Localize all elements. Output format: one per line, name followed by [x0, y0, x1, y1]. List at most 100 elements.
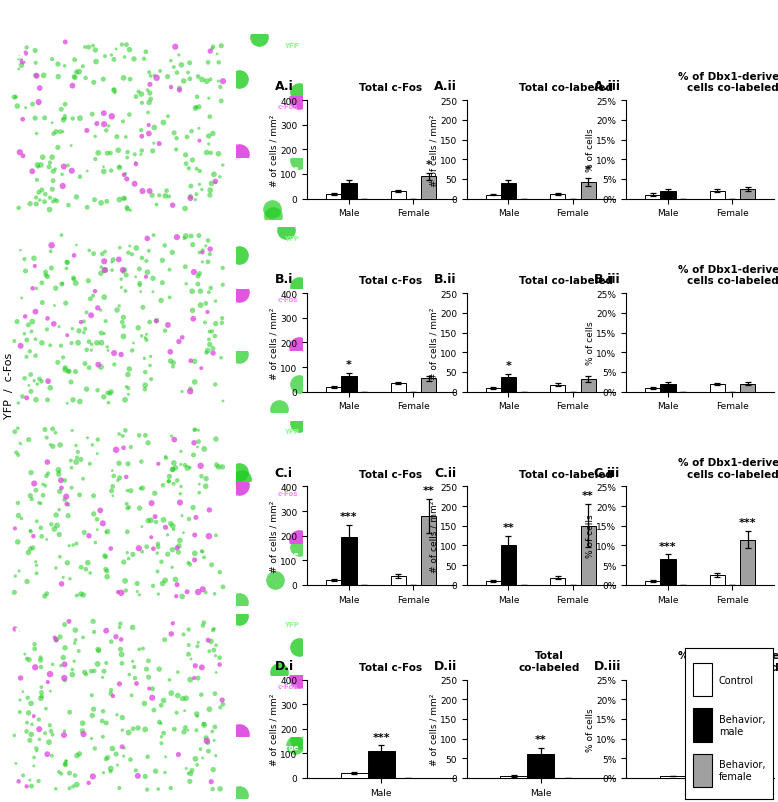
Point: [131, 722, 144, 735]
Point: [50, 783, 62, 796]
Text: B.iii: B.iii: [594, 273, 620, 286]
Point: [137, 302, 149, 314]
Point: [209, 379, 222, 391]
Point: [127, 723, 139, 735]
Point: [171, 578, 184, 591]
Point: [205, 776, 217, 788]
Point: [132, 322, 145, 334]
Point: [19, 648, 31, 661]
Point: [86, 770, 99, 783]
Point: [30, 306, 42, 318]
Point: [181, 462, 194, 475]
Point: [35, 681, 47, 694]
Point: [149, 511, 161, 524]
Point: [103, 387, 116, 400]
Point: [59, 113, 72, 126]
Point: [213, 566, 226, 579]
Point: [44, 439, 57, 452]
Point: [145, 93, 157, 106]
Point: [116, 711, 128, 724]
Point: [133, 643, 145, 656]
Point: [92, 643, 104, 656]
Point: [178, 726, 191, 739]
Point: [53, 529, 65, 541]
Text: Mating: Mating: [513, 421, 565, 434]
Point: [29, 661, 41, 674]
Point: [39, 480, 51, 492]
Point: [43, 161, 55, 174]
Point: [101, 571, 114, 584]
Point: [153, 138, 166, 151]
Point: [23, 707, 35, 719]
Point: [112, 586, 124, 599]
Point: [107, 84, 120, 97]
Point: [26, 99, 39, 111]
Point: [11, 316, 23, 329]
Point: [178, 233, 191, 245]
Point: [175, 445, 187, 458]
Point: [204, 249, 216, 261]
Point: [106, 464, 118, 477]
Point: [183, 639, 195, 652]
Point: [212, 57, 225, 70]
Point: [96, 249, 108, 261]
Point: [233, 479, 245, 492]
Point: [116, 724, 128, 737]
Point: [210, 433, 223, 446]
Point: [24, 198, 37, 211]
Point: [89, 56, 102, 69]
Text: B.i: B.i: [275, 273, 293, 286]
Point: [165, 628, 177, 641]
Point: [87, 615, 100, 628]
Point: [50, 634, 62, 646]
Point: [122, 458, 135, 471]
Point: [100, 717, 113, 730]
Point: [173, 534, 186, 547]
Point: [116, 740, 128, 753]
Point: [121, 484, 134, 497]
Point: [89, 286, 101, 298]
Point: [19, 310, 31, 323]
Point: [115, 634, 128, 646]
Point: [39, 727, 51, 739]
Point: [141, 233, 153, 245]
Point: [82, 776, 95, 789]
Point: [191, 724, 203, 737]
Point: [58, 729, 70, 742]
Point: [117, 266, 129, 279]
Point: [95, 327, 107, 340]
Point: [131, 577, 143, 590]
Point: [195, 688, 208, 701]
Point: [70, 537, 82, 550]
Text: merge: merge: [273, 744, 299, 751]
Point: [154, 66, 166, 79]
Point: [33, 373, 46, 386]
Point: [189, 659, 202, 672]
Point: [187, 239, 199, 252]
Point: [273, 666, 286, 678]
Point: [23, 654, 35, 666]
Point: [233, 610, 245, 623]
Point: [12, 497, 24, 510]
Point: [20, 42, 33, 55]
Bar: [580, 183, 596, 199]
Point: [198, 317, 211, 330]
Point: [73, 747, 86, 760]
Text: YFP: YFP: [284, 236, 299, 241]
Point: [49, 164, 61, 176]
Point: [146, 145, 159, 158]
Point: [212, 148, 225, 161]
Point: [171, 689, 184, 702]
Point: [195, 470, 208, 483]
Point: [27, 530, 40, 543]
Point: [120, 132, 132, 144]
Point: [91, 524, 103, 537]
Point: [58, 161, 70, 174]
Point: [106, 265, 118, 277]
Point: [145, 189, 158, 202]
Point: [59, 364, 72, 377]
Point: [88, 77, 100, 90]
Point: [68, 655, 80, 668]
Point: [146, 691, 159, 704]
Point: [68, 55, 81, 67]
